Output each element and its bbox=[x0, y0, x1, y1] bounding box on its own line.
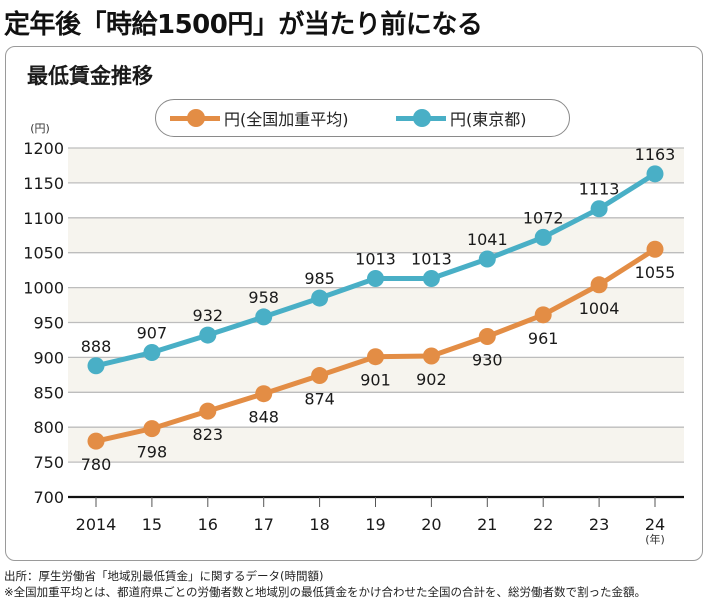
data-label: 1055 bbox=[635, 263, 676, 282]
data-label: 1013 bbox=[355, 250, 396, 269]
data-point bbox=[534, 306, 552, 324]
x-tick-label: 19 bbox=[365, 515, 385, 534]
data-point bbox=[143, 344, 161, 362]
legend-item-national: 円(全国加重平均) bbox=[170, 100, 349, 136]
grid-band bbox=[68, 148, 684, 183]
data-point bbox=[199, 402, 217, 420]
y-axis-unit: (円) bbox=[30, 122, 50, 135]
data-point bbox=[646, 240, 664, 258]
grid-band bbox=[68, 427, 684, 463]
y-tick-label: 700 bbox=[33, 488, 64, 507]
line-chart: 700 750 800 850 900 950 1000 1050 1100 1150 1200 2… bbox=[23, 122, 684, 546]
data-point bbox=[422, 270, 440, 288]
data-label: 798 bbox=[137, 443, 168, 462]
data-point bbox=[534, 228, 552, 246]
x-axis-unit: (年) bbox=[645, 532, 665, 546]
legend-item-tokyo: 円(東京都) bbox=[396, 100, 527, 136]
y-tick-label: 1200 bbox=[23, 139, 64, 158]
data-point bbox=[255, 385, 273, 403]
data-label: 985 bbox=[304, 269, 335, 288]
data-label: 930 bbox=[472, 350, 503, 369]
y-tick-label: 1150 bbox=[23, 174, 64, 193]
data-point bbox=[87, 357, 105, 375]
data-label: 823 bbox=[193, 425, 224, 444]
data-label: 780 bbox=[81, 455, 112, 474]
y-tick-label: 1100 bbox=[23, 209, 64, 228]
data-label: 1041 bbox=[467, 230, 508, 249]
data-label: 961 bbox=[528, 329, 559, 348]
data-point bbox=[590, 276, 608, 294]
data-label: 958 bbox=[248, 288, 279, 307]
x-tick-label: 20 bbox=[421, 515, 441, 534]
grid-band bbox=[68, 217, 684, 253]
data-label: 1072 bbox=[523, 208, 564, 227]
data-label: 874 bbox=[304, 390, 335, 409]
y-tick-label: 1000 bbox=[23, 279, 64, 298]
data-point bbox=[422, 347, 440, 365]
data-point bbox=[255, 308, 273, 326]
y-tick-label: 950 bbox=[33, 314, 64, 333]
y-tick-label: 800 bbox=[33, 418, 64, 437]
chart-panel bbox=[5, 46, 703, 561]
y-tick-label: 900 bbox=[33, 348, 64, 367]
data-point bbox=[199, 326, 217, 344]
data-point bbox=[478, 250, 496, 268]
source-note: 出所：厚生労働省「地域別最低賃金」に関するデータ(時間額) bbox=[4, 569, 324, 583]
x-tick-label: 18 bbox=[309, 515, 329, 534]
headline: 定年後「時給1500円」が当たり前になる bbox=[4, 10, 483, 40]
legend-label-national: 円(全国加重平均) bbox=[224, 110, 349, 129]
data-label: 1004 bbox=[579, 299, 620, 318]
x-tick-label: 24 bbox=[645, 515, 665, 534]
data-label: 848 bbox=[248, 408, 279, 427]
data-point bbox=[311, 289, 329, 307]
chart-title: 最低賃金推移 bbox=[27, 63, 153, 88]
data-label: 901 bbox=[360, 371, 391, 390]
data-label: 932 bbox=[193, 306, 224, 325]
legend-swatch-tokyo bbox=[396, 100, 446, 136]
data-label: 1163 bbox=[635, 145, 676, 164]
data-point bbox=[367, 348, 384, 366]
x-tick-label: 22 bbox=[533, 515, 553, 534]
data-point bbox=[87, 432, 105, 450]
legend: 円(全国加重平均) 円(東京都) bbox=[155, 99, 570, 137]
footnote: ※全国加重平均とは、都道府県ごとの労働者数と地域別の最低賃金をかけ合わせた全国の… bbox=[4, 585, 647, 599]
data-point bbox=[590, 200, 608, 218]
x-tick-label: 21 bbox=[477, 515, 497, 534]
y-tick-label: 1050 bbox=[23, 244, 64, 263]
legend-swatch-national bbox=[170, 100, 220, 136]
y-tick-label: 850 bbox=[33, 383, 64, 402]
data-label: 1113 bbox=[579, 180, 620, 199]
y-tick-label: 750 bbox=[33, 453, 64, 472]
legend-label-tokyo: 円(東京都) bbox=[450, 110, 527, 129]
data-point bbox=[478, 327, 496, 345]
data-point bbox=[143, 420, 161, 438]
x-tick-label: 2014 bbox=[76, 515, 117, 534]
x-tick-label: 23 bbox=[589, 515, 609, 534]
x-tick-label: 17 bbox=[254, 515, 274, 534]
data-label: 1013 bbox=[411, 250, 452, 269]
data-label: 902 bbox=[416, 370, 447, 389]
data-point bbox=[646, 165, 664, 183]
data-point bbox=[367, 270, 384, 288]
series-line-1 bbox=[95, 171, 657, 369]
data-label: 907 bbox=[137, 324, 168, 343]
x-tick-label: 16 bbox=[198, 515, 218, 534]
data-label: 888 bbox=[81, 337, 112, 356]
x-tick-label: 15 bbox=[142, 515, 162, 534]
data-point bbox=[311, 367, 329, 385]
